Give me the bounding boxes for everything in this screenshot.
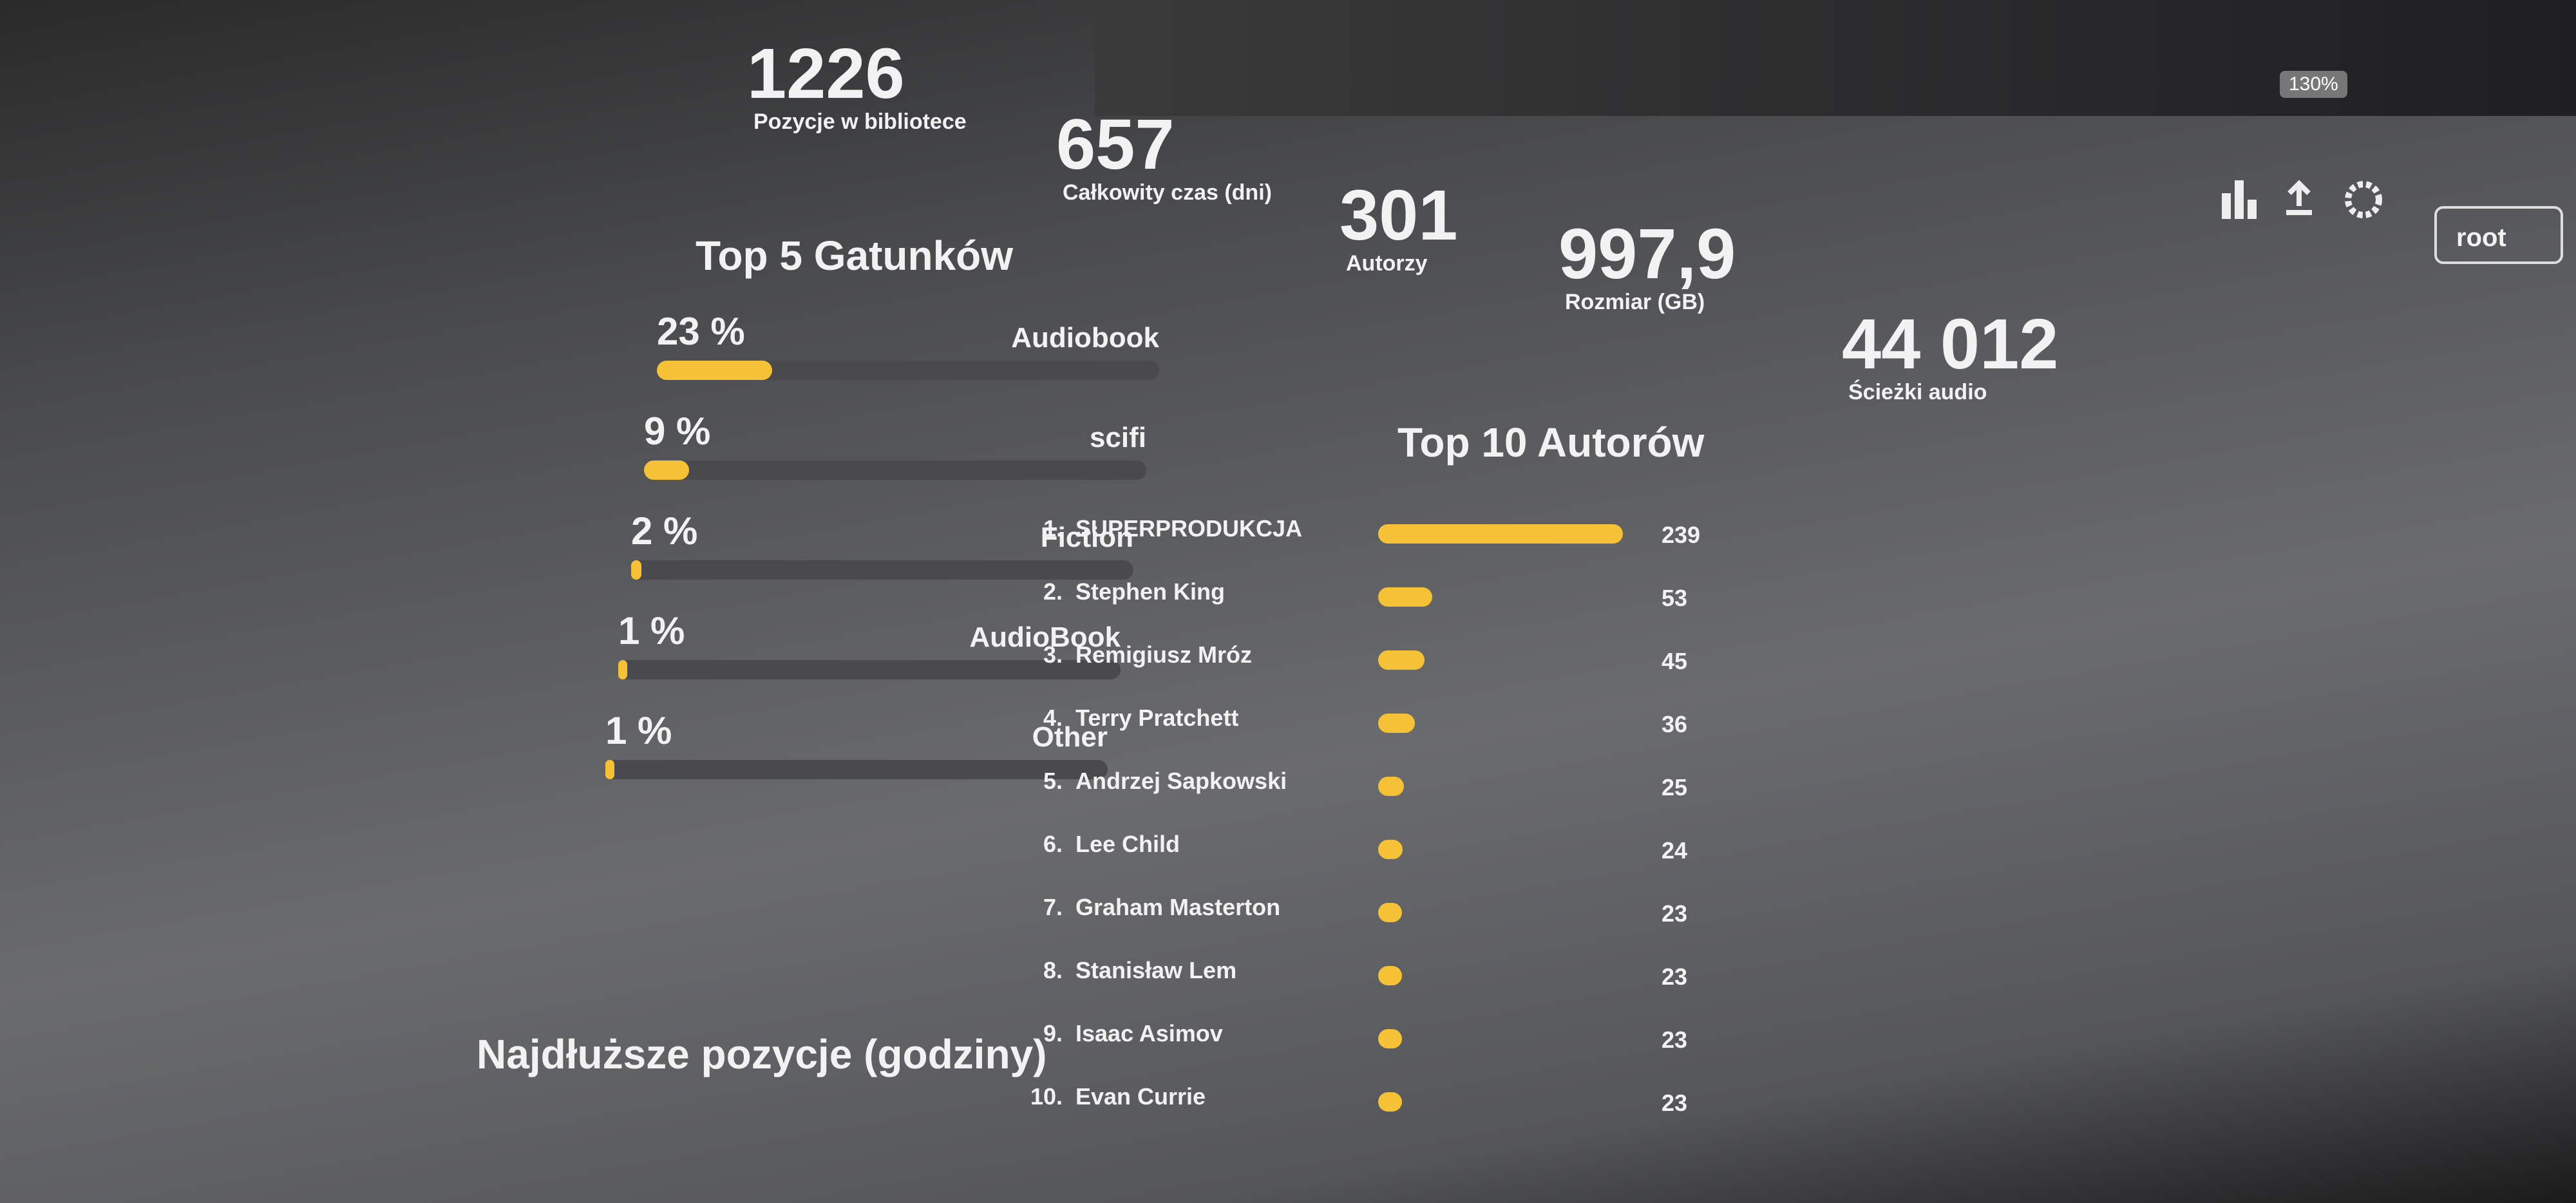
author-row: 5. Andrzej Sapkowski 25 [1005,768,1971,806]
author-count: 23 [1662,1090,1688,1116]
stat: 1226 Pozycje w bibliotece [747,39,967,135]
author-row: 7. Graham Masterton 23 [1005,894,1971,933]
genre-name: Fiction [1040,522,1133,553]
stat-value: 997,9 [1558,214,1736,294]
genre-percent: 1 % [605,709,672,752]
longest-title: Najdłuższe pozycje (godziny) [477,1031,1047,1077]
author-count: 53 [1662,585,1688,611]
genre-track [644,460,1146,480]
author-row: 2. Stephen King 53 [1005,578,1971,617]
author-count: 25 [1662,774,1688,800]
author-row: 4. Terry Pratchett 36 [1005,705,1971,743]
author-rank: 5. [1043,768,1063,794]
stat-label: Całkowity czas (dni) [1063,180,1272,205]
author-count: 239 [1662,522,1701,548]
author-rank: 10. [1030,1083,1063,1110]
author-row: 8. Stanisław Lem 23 [1005,957,1971,996]
genre-percent: 2 % [631,509,698,553]
stat: 657 Całkowity czas (dni) [1056,109,1272,205]
author-bar [1378,650,1425,670]
genre-track [631,560,1133,580]
genre-percent: 9 % [644,410,711,453]
author-bar [1378,1092,1402,1112]
authors-title: Top 10 Autorów [1397,419,1705,466]
stat-label: Pozycje w bibliotece [753,109,967,134]
author-rank: 4. [1043,705,1063,731]
author-bar [1378,587,1433,607]
genre-bar [631,560,641,580]
genre-track [618,660,1121,679]
stat: 44 012 Ścieżki audio [1842,309,2058,405]
author-rank: 8. [1043,957,1063,983]
author-rank: 6. [1043,831,1063,857]
user-button[interactable]: root [2434,206,2563,264]
author-name: Isaac Asimov [1075,1020,1223,1047]
genre-bar [605,760,614,779]
author-name: Graham Masterton [1075,894,1281,920]
author-rank: 9. [1043,1020,1063,1047]
stat-value: 657 [1056,105,1175,184]
toolbar-icons [2222,180,2382,219]
author-count: 23 [1662,1027,1688,1053]
genre-name: Other [1032,721,1108,753]
author-count: 45 [1662,648,1688,674]
genres-title: Top 5 Gatunków [696,232,1014,279]
author-row: 9. Isaac Asimov 23 [1005,1020,1971,1059]
author-bar [1378,777,1404,796]
author-row: 6. Lee Child 24 [1005,831,1971,869]
stat-value: 44 012 [1842,305,2059,384]
stat-label: Rozmiar (GB) [1565,290,1705,314]
author-name: Lee Child [1075,831,1180,857]
author-rank: 1. [1043,515,1063,542]
stat: 997,9 Rozmiar (GB) [1558,219,1736,315]
author-count: 23 [1662,963,1688,990]
author-bar [1378,840,1403,859]
author-name: Stephen King [1075,578,1225,605]
author-bar [1378,966,1402,985]
author-row: 10. Evan Currie 23 [1005,1083,1971,1122]
genre-track [605,760,1108,779]
author-bar [1378,714,1416,733]
zoom-indicator[interactable]: 130% [2280,71,2347,98]
author-count: 36 [1662,711,1688,737]
author-count: 24 [1662,837,1688,864]
stat: 301 Autorzy [1340,180,1458,276]
author-rank: 7. [1043,894,1063,920]
stats-icon[interactable] [2222,180,2257,219]
genre-name: Audiobook [1011,322,1159,354]
genre-name: scifi [1089,422,1146,453]
author-count: 23 [1662,900,1688,927]
author-name: Terry Pratchett [1075,705,1239,731]
top-bar [1095,0,2576,116]
author-bar [1378,903,1402,922]
settings-icon[interactable] [2345,181,2382,218]
stat-label: Autorzy [1346,251,1428,276]
genre-percent: 23 % [657,310,745,353]
genre-name: AudioBook [969,621,1121,653]
author-row: 3. Remigiusz Mróz 45 [1005,641,1971,680]
author-bar [1378,524,1623,544]
genre-bar [657,361,773,380]
genre-bar [618,660,627,679]
author-name: Evan Currie [1075,1083,1206,1110]
stat-value: 301 [1340,176,1458,255]
author-name: Andrzej Sapkowski [1075,768,1287,794]
upload-icon[interactable] [2286,180,2312,215]
author-name: Remigiusz Mróz [1075,641,1253,668]
author-name: Stanisław Lem [1075,957,1237,983]
genre-percent: 1 % [618,609,685,652]
author-rank: 3. [1043,641,1063,668]
stat-label: Ścieżki audio [1848,380,1987,404]
genre-bar [644,460,690,480]
stat-value: 1226 [747,34,905,113]
author-row: 1. SUPERPRODUKCJA 239 [1005,515,1971,554]
author-bar [1378,1029,1402,1048]
author-rank: 2. [1043,578,1063,605]
genre-track [657,361,1159,380]
author-name: SUPERPRODUKCJA [1075,515,1303,542]
